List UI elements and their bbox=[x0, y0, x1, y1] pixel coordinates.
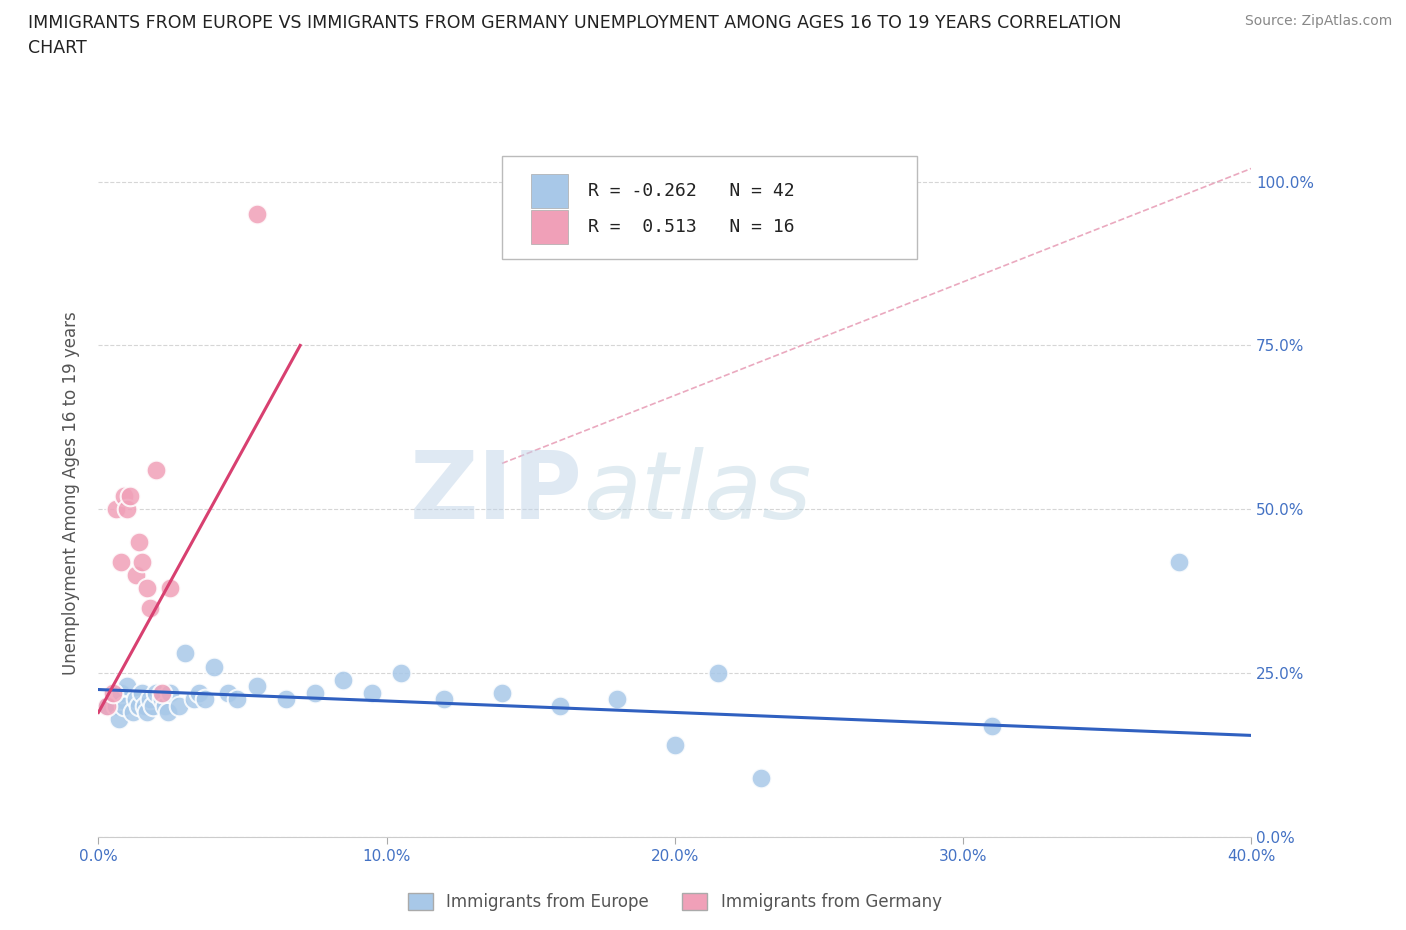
Point bbox=[150, 685, 173, 700]
Point bbox=[1168, 554, 1191, 569]
Point bbox=[159, 580, 181, 595]
Point bbox=[125, 567, 148, 582]
Point bbox=[274, 692, 297, 707]
Point bbox=[117, 502, 139, 517]
Point bbox=[707, 666, 730, 681]
Point bbox=[751, 771, 773, 786]
Bar bbox=[531, 174, 568, 208]
Point bbox=[128, 535, 150, 550]
Point bbox=[96, 698, 118, 713]
Point bbox=[167, 698, 190, 713]
FancyBboxPatch shape bbox=[502, 155, 917, 259]
Point bbox=[174, 646, 197, 661]
Point bbox=[139, 600, 162, 615]
Point bbox=[491, 685, 513, 700]
Text: CHART: CHART bbox=[28, 39, 87, 57]
Point bbox=[117, 679, 139, 694]
Point bbox=[202, 659, 225, 674]
Point bbox=[153, 698, 176, 713]
Point bbox=[389, 666, 412, 681]
Point bbox=[194, 692, 217, 707]
Point bbox=[188, 685, 211, 700]
Point bbox=[125, 692, 148, 707]
Point bbox=[606, 692, 628, 707]
Point bbox=[981, 718, 1004, 733]
Text: R =  0.513   N = 16: R = 0.513 N = 16 bbox=[588, 218, 794, 236]
Point bbox=[183, 692, 205, 707]
Y-axis label: Unemployment Among Ages 16 to 19 years: Unemployment Among Ages 16 to 19 years bbox=[62, 311, 80, 675]
Point bbox=[217, 685, 239, 700]
Point bbox=[156, 705, 179, 720]
Point bbox=[159, 685, 181, 700]
Point bbox=[107, 711, 129, 726]
Point bbox=[120, 489, 142, 504]
Point bbox=[110, 685, 132, 700]
Point bbox=[664, 737, 686, 752]
Point bbox=[433, 692, 456, 707]
Point bbox=[145, 685, 167, 700]
Text: IMMIGRANTS FROM EUROPE VS IMMIGRANTS FROM GERMANY UNEMPLOYMENT AMONG AGES 16 TO : IMMIGRANTS FROM EUROPE VS IMMIGRANTS FRO… bbox=[28, 14, 1122, 32]
Point bbox=[304, 685, 326, 700]
Legend: Immigrants from Europe, Immigrants from Germany: Immigrants from Europe, Immigrants from … bbox=[401, 886, 949, 918]
Point bbox=[110, 554, 132, 569]
Text: Source: ZipAtlas.com: Source: ZipAtlas.com bbox=[1244, 14, 1392, 28]
Point bbox=[112, 698, 135, 713]
Point bbox=[225, 692, 247, 707]
Point bbox=[361, 685, 384, 700]
Point bbox=[134, 698, 156, 713]
Point bbox=[136, 705, 159, 720]
Point bbox=[139, 692, 162, 707]
Point bbox=[112, 489, 135, 504]
Point bbox=[246, 206, 269, 221]
Point bbox=[246, 679, 269, 694]
Point bbox=[131, 554, 153, 569]
Point bbox=[101, 685, 124, 700]
Point bbox=[104, 698, 127, 713]
Point bbox=[548, 698, 571, 713]
Point bbox=[150, 692, 173, 707]
Point bbox=[131, 685, 153, 700]
Point bbox=[136, 580, 159, 595]
Text: atlas: atlas bbox=[582, 447, 811, 538]
Bar bbox=[531, 210, 568, 244]
Point bbox=[128, 698, 150, 713]
Point bbox=[104, 502, 127, 517]
Point bbox=[142, 698, 165, 713]
Text: R = -0.262   N = 42: R = -0.262 N = 42 bbox=[588, 182, 794, 200]
Point bbox=[145, 462, 167, 477]
Point bbox=[122, 705, 145, 720]
Text: ZIP: ZIP bbox=[409, 447, 582, 538]
Point bbox=[96, 698, 118, 713]
Point bbox=[332, 672, 354, 687]
